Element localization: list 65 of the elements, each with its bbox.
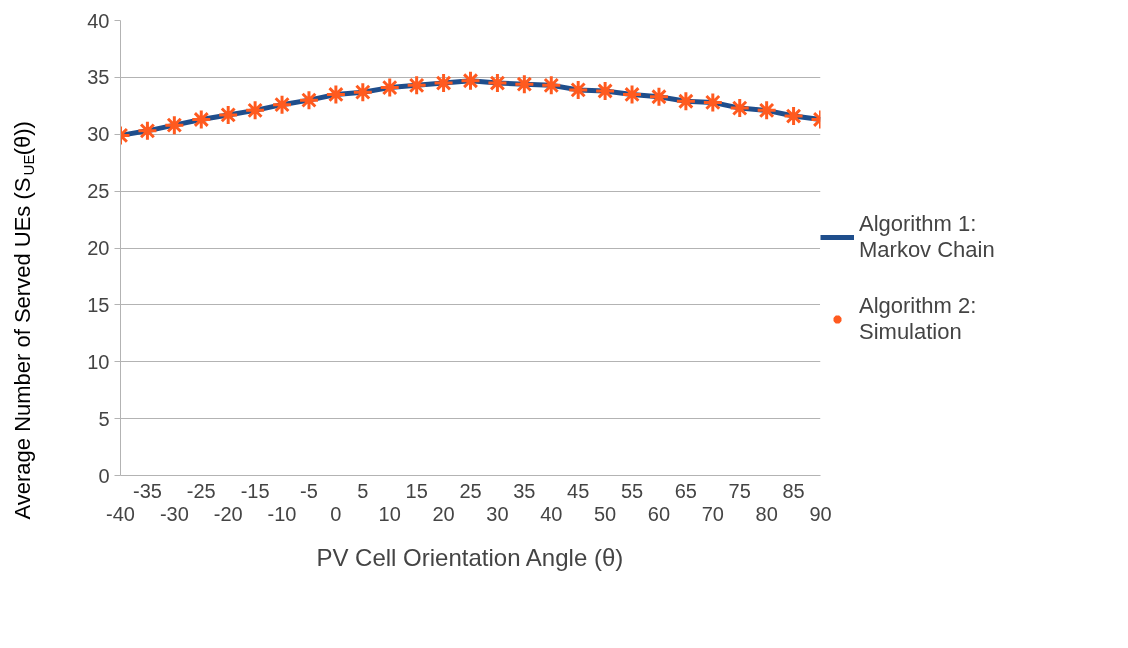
- x-tick-label: 90: [809, 502, 832, 525]
- point: [729, 97, 751, 119]
- x-tick-label: -30: [159, 502, 189, 525]
- y-tick-label: 40: [87, 9, 110, 32]
- x-tick-label: 40: [540, 502, 563, 525]
- x-tick-label: 25: [459, 479, 482, 502]
- x-tick-label: 60: [647, 502, 671, 525]
- point: [513, 73, 535, 95]
- point: [217, 104, 239, 126]
- x-tick-label: 10: [378, 502, 401, 525]
- point: [406, 74, 428, 96]
- point: [486, 72, 508, 94]
- point: [756, 99, 778, 121]
- point: [567, 79, 589, 101]
- point: [675, 90, 697, 112]
- x-tick-label: 75: [728, 479, 751, 502]
- x-tick-label: 65: [674, 479, 698, 502]
- point: [621, 83, 643, 105]
- point: [379, 77, 401, 99]
- y-tick-label: 30: [87, 123, 110, 146]
- x-tick-label: 30: [486, 502, 509, 525]
- x-tick-label: -40: [106, 502, 135, 525]
- point: [540, 74, 562, 96]
- point: [271, 94, 293, 116]
- point: [594, 80, 616, 102]
- x-tick-label: 80: [755, 502, 778, 525]
- point: [783, 105, 805, 127]
- x-tick-label: -35: [132, 479, 162, 502]
- x-tick-label: -5: [300, 479, 318, 502]
- point: [460, 70, 481, 92]
- x-tick-label: 0: [330, 502, 342, 525]
- x-tick-label: 20: [432, 502, 455, 525]
- x-tick-label: 55: [620, 479, 644, 502]
- x-tick-label: -25: [186, 479, 216, 502]
- y-tick-label: 5: [98, 407, 110, 430]
- x-axis-title: PV Cell Orientation Angle (θ): [316, 543, 624, 571]
- point: [298, 89, 320, 111]
- x-tick-label: 70: [701, 502, 724, 525]
- x-tick-label: -20: [213, 502, 243, 525]
- legend-label: Algorithm 1: Markov Chain: [859, 211, 995, 263]
- x-tick-label: 35: [513, 479, 536, 502]
- x-tick-label: 85: [782, 479, 805, 502]
- x-tick-label: 5: [357, 479, 369, 502]
- y-tick-label: 35: [87, 66, 110, 89]
- x-tick-label: 15: [405, 479, 428, 502]
- point: [244, 99, 266, 121]
- y-axis-title: Average Number of Served UEs (SUE(θ)): [10, 121, 37, 520]
- point: [190, 108, 212, 130]
- point: [325, 83, 347, 105]
- point: [702, 91, 724, 113]
- point: [136, 120, 158, 142]
- legend-label: Algorithm 2: Simulation: [859, 293, 977, 345]
- point: [433, 72, 455, 94]
- x-tick-label: 50: [593, 502, 617, 525]
- y-tick-label: 15: [87, 293, 110, 316]
- point: [163, 114, 185, 136]
- x-tick-label: 45: [567, 479, 590, 502]
- y-tick-label: 10: [87, 350, 110, 373]
- point: [648, 86, 670, 108]
- y-tick-label: 0: [98, 464, 110, 487]
- y-tick-label: 20: [87, 237, 110, 259]
- x-tick-label: -10: [267, 502, 297, 525]
- x-tick-label: -15: [240, 479, 270, 502]
- y-tick-label: 25: [87, 180, 110, 203]
- point: [352, 81, 374, 103]
